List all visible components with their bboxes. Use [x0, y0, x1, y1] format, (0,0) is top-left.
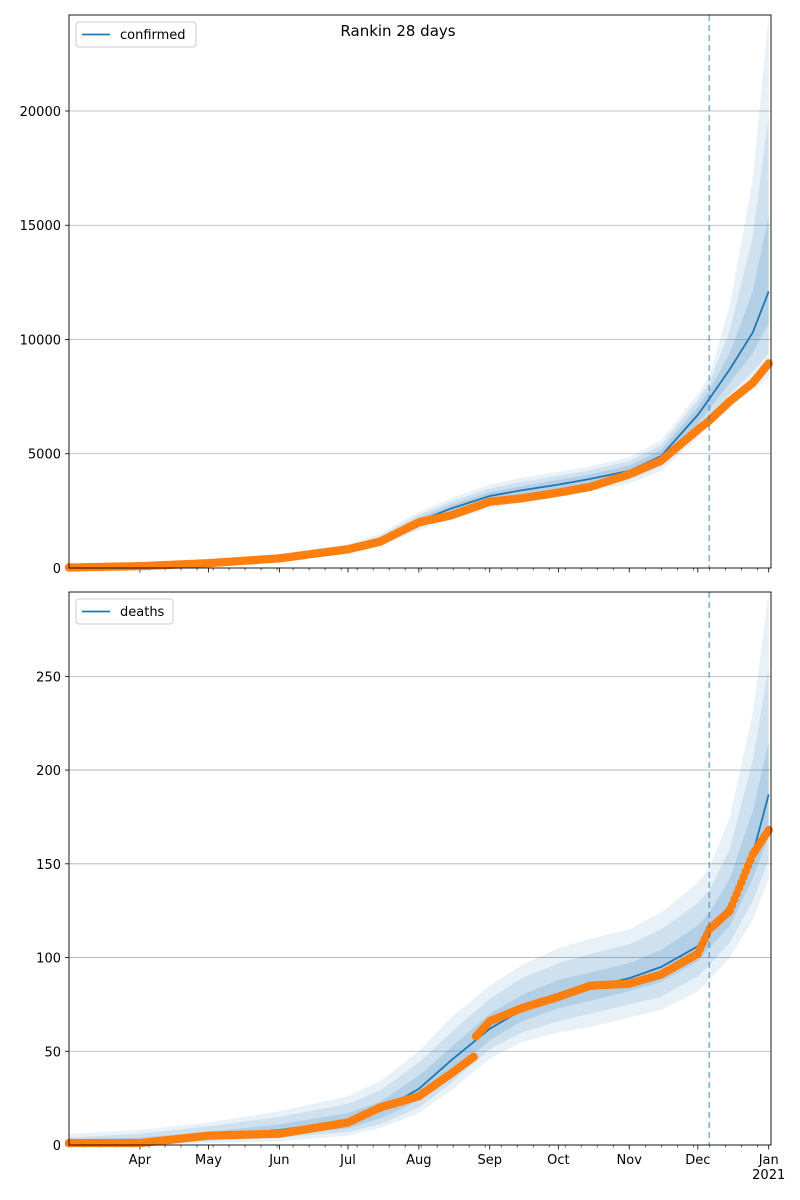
y-tick-label: 0 [53, 562, 61, 577]
axes-frame [68, 14, 772, 569]
legend-box [75, 21, 197, 48]
legend: deaths [75, 598, 174, 625]
uncertainty-band [69, 15, 769, 568]
y-tick-label: 5000 [28, 448, 61, 463]
y-tick-label: 200 [36, 764, 61, 779]
x-tick-label: Jul [339, 1153, 356, 1168]
y-tick-label: 15000 [20, 219, 61, 234]
figure-title: Rankin 28 days [340, 22, 455, 40]
y-tick-label: 250 [36, 670, 61, 685]
x-tick-label: 2021 [752, 1168, 785, 1183]
axes-frame [68, 591, 772, 1146]
x-tick-label: Oct [547, 1153, 569, 1168]
x-tick-label: Sep [477, 1153, 502, 1168]
confirmed-panel: 0 5000 10000 15000 20000 confirmed [20, 14, 773, 577]
legend-label: confirmed [120, 28, 186, 43]
y-tick-label: 100 [36, 952, 61, 967]
y-tick-label: 50 [44, 1045, 61, 1060]
y-tick-label: 150 [36, 858, 61, 873]
x-tick-label: Aug [406, 1153, 431, 1168]
x-tick-label: Apr [129, 1153, 152, 1168]
legend: confirmed [75, 21, 197, 48]
legend-box [75, 598, 174, 625]
y-tick-label: 20000 [20, 105, 61, 120]
uncertainty-band [69, 216, 769, 568]
observed-point [469, 1052, 478, 1062]
observed-point [764, 359, 773, 368]
uncertainty-band [69, 592, 769, 1145]
y-tick-label: 10000 [20, 333, 61, 348]
x-tick-label: Jan [758, 1153, 779, 1168]
observed-point [764, 825, 773, 835]
x-tick-label: Nov [617, 1153, 643, 1168]
x-tick-label: Dec [685, 1153, 710, 1168]
deaths-panel: 0 50 100 150 200 250 Apr May Jun Jul Aug Sep Oct Nov D… [36, 591, 785, 1183]
uncertainty-band [69, 115, 769, 568]
legend-label: deaths [120, 605, 165, 620]
x-tick-label: Jun [268, 1153, 289, 1168]
y-tick-label: 0 [53, 1139, 61, 1154]
x-tick-label: May [195, 1153, 222, 1168]
uncertainty-band [69, 667, 769, 1145]
